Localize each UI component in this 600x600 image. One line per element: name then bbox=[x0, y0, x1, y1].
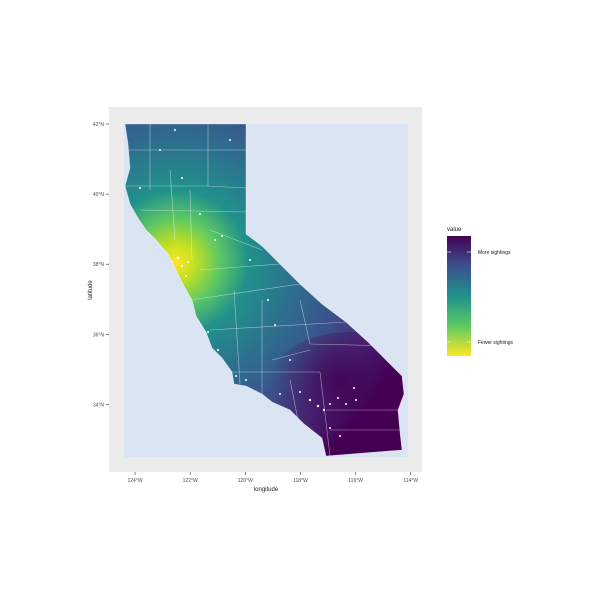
legend-label-high: More sightings bbox=[478, 250, 511, 256]
y-tick-label: 38°N bbox=[93, 262, 105, 268]
x-tick-label: 114°W bbox=[403, 478, 418, 484]
x-tick-label: 120°W bbox=[238, 478, 253, 484]
x-axis-title: longitude bbox=[254, 487, 279, 493]
county-boundaries bbox=[125, 124, 400, 456]
legend: value More sightings Fewer sightings bbox=[447, 227, 514, 356]
legend-title: value bbox=[447, 227, 462, 233]
x-axis-ticks: 124°W 122°W 120°W 118°W 116°W 114°W bbox=[127, 472, 418, 484]
x-tick-label: 116°W bbox=[348, 478, 363, 484]
y-tick-label: 40°N bbox=[93, 192, 105, 198]
x-tick-label: 124°W bbox=[127, 478, 142, 484]
y-tick-label: 36°N bbox=[93, 332, 105, 338]
x-tick-label: 118°W bbox=[293, 478, 308, 484]
y-axis-ticks: 34°N 36°N 38°N 40°N 42°N bbox=[93, 122, 109, 408]
legend-label-low: Fewer sightings bbox=[478, 340, 514, 346]
legend-colorbar bbox=[447, 236, 471, 356]
y-tick-label: 42°N bbox=[93, 122, 105, 128]
y-tick-label: 34°N bbox=[93, 402, 105, 408]
x-tick-label: 122°W bbox=[183, 478, 198, 484]
y-axis-title: latitude bbox=[88, 280, 94, 300]
